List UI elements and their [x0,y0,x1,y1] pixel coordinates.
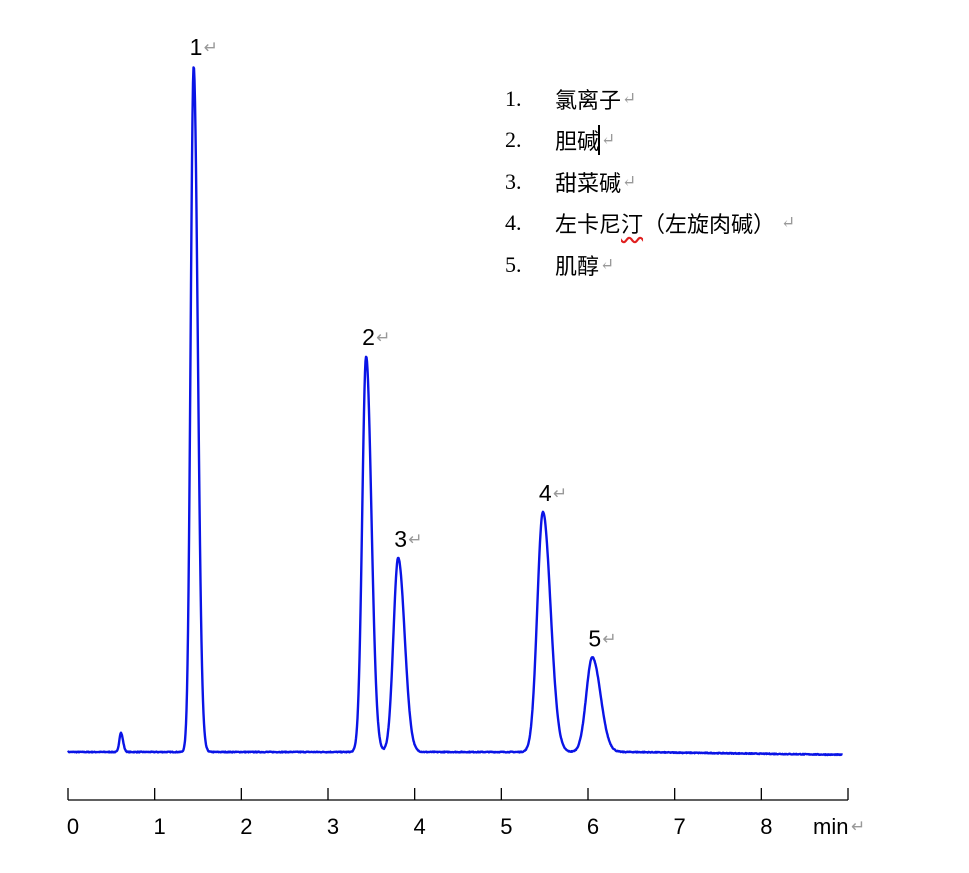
paragraph-mark-icon: ↵ [204,38,218,57]
peak-label: 4 [539,480,552,506]
peak-label: 2 [362,324,375,350]
x-tick-label: 2 [240,814,252,839]
paragraph-mark-icon: ↵ [601,130,616,151]
x-tick-label: 3 [327,814,339,839]
x-tick-label: 8 [760,814,772,839]
x-tick-label: 0 [67,814,79,839]
paragraph-mark-icon: ↵ [600,254,615,275]
paragraph-mark-icon: ↵ [602,629,616,648]
paragraph-mark-icon: ↵ [376,328,390,347]
text-cursor [598,125,601,156]
x-axis: 0 1 2 3 4 5 6 7 8 min ↵ [67,788,865,839]
paragraph-mark-icon: ↵ [553,484,567,503]
x-tick-label: 6 [587,814,599,839]
peak-label: 3 [394,526,407,552]
legend-item: 3. 甜菜碱 ↵ [505,168,637,197]
paragraph-mark-icon: ↵ [851,817,865,836]
peak-legend: 1. 氯离子 ↵ 2. 胆碱 ↵ 3. 甜菜碱 ↵ 4. 左卡尼汀（左旋肉碱） ↵ 5. 肌醇 ↵ [505,78,795,286]
x-axis-label: min [813,814,848,839]
x-tick-label: 7 [674,814,686,839]
x-tick-label: 5 [500,814,512,839]
legend-item: 5. 肌醇 ↵ [505,251,615,280]
paragraph-mark-icon: ↵ [781,213,796,234]
paragraph-mark-icon: ↵ [622,88,637,109]
x-tick-label: 1 [154,814,166,839]
peak-label: 1 [190,34,203,60]
legend-item: 1. 氯离子 ↵ [505,85,637,114]
paragraph-mark-icon: ↵ [622,171,637,192]
peak-label: 5 [588,625,601,651]
legend-item: 2. 胆碱 ↵ [505,125,616,156]
peak-labels: 1 ↵2 ↵3 ↵4 ↵5 ↵ [190,34,617,651]
paragraph-mark-icon: ↵ [408,530,422,549]
spellcheck-underline: 汀 [621,213,644,239]
chromatogram-trace [67,66,844,757]
x-tick-label: 4 [414,814,426,839]
legend-item: 4. 左卡尼汀（左旋肉碱） ↵ [505,210,796,239]
